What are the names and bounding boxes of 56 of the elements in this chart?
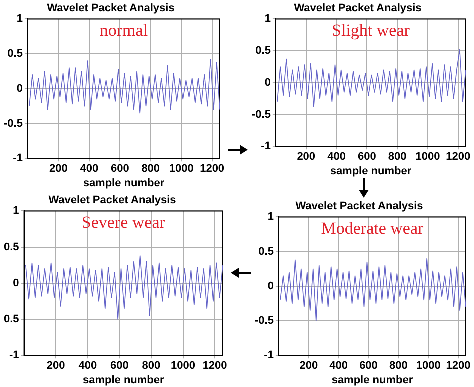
y-tick-label: 0.5 — [4, 241, 20, 254]
x-tick-label: 200 — [297, 151, 316, 164]
x-tick-label: 1200 — [202, 360, 228, 372]
annotation: Slight wear — [332, 21, 410, 40]
x-tick-label: 400 — [80, 163, 99, 176]
x-tick-label: 200 — [46, 360, 66, 372]
x-tick-label: 400 — [330, 360, 348, 372]
x-tick-label: 600 — [110, 163, 130, 176]
x-tick-label: 1000 — [171, 360, 196, 372]
x-tick-label: 400 — [78, 360, 98, 372]
y-tick-label: 1 — [13, 205, 20, 218]
x-tick-label: 400 — [328, 151, 346, 164]
x-tick-label: 800 — [142, 163, 160, 176]
x-tick-label: 1000 — [169, 163, 194, 176]
y-tick-label: 0.5 — [8, 48, 23, 60]
y-tick-label: 0.5 — [258, 246, 274, 258]
x-tick-label: 800 — [389, 360, 408, 372]
y-tick-label: -0.5 — [254, 315, 274, 328]
annotation: Severe wear — [82, 213, 166, 232]
y-tick-label: 0 — [268, 280, 274, 292]
x-tick-label: 1200 — [446, 151, 471, 164]
y-tick-label: -1 — [13, 152, 23, 165]
x-tick-label: 600 — [360, 360, 378, 372]
y-tick-label: -0.5 — [4, 118, 23, 130]
annotation: normal — [100, 21, 148, 40]
annotation: Moderate wear — [321, 219, 424, 238]
chart-title: Wavelet Packet Analysis — [296, 200, 424, 213]
y-tick-label: 0 — [16, 82, 23, 95]
y-tick-label: 1 — [16, 13, 23, 26]
y-tick-label: -0.5 — [252, 108, 271, 121]
y-tick-label: 0 — [13, 277, 20, 290]
y-tick-label: 0.5 — [256, 45, 271, 58]
y-tick-label: 0 — [264, 76, 271, 89]
y-tick-label: -1 — [10, 350, 20, 362]
x-tick-label: 1200 — [446, 360, 471, 372]
x-tick-label: 200 — [50, 163, 68, 176]
y-tick-label: -1 — [261, 140, 271, 153]
x-tick-label: 800 — [388, 151, 407, 164]
x-axis-title: sample number — [332, 374, 414, 386]
x-tick-label: 1200 — [200, 163, 225, 176]
x-axis-title: sample number — [82, 374, 166, 386]
x-tick-label: 1000 — [416, 151, 440, 164]
chart-title: Wavelet Packet Analysis — [47, 2, 175, 15]
x-tick-label: 600 — [358, 151, 376, 164]
chart-title: Wavelet Packet Analysis — [48, 194, 176, 207]
chart-title: Wavelet Packet Analysis — [294, 2, 422, 15]
x-axis-title: sample number — [330, 165, 412, 178]
x-axis-title: sample number — [83, 177, 166, 190]
y-tick-label: -1 — [264, 350, 274, 362]
x-tick-label: 200 — [300, 360, 318, 372]
y-tick-label: 1 — [264, 13, 271, 26]
y-tick-label: 1 — [268, 211, 274, 224]
x-tick-label: 800 — [142, 360, 161, 372]
x-tick-label: 600 — [110, 360, 129, 372]
x-tick-label: 1000 — [416, 360, 441, 372]
y-tick-label: 0.5 — [4, 314, 20, 326]
